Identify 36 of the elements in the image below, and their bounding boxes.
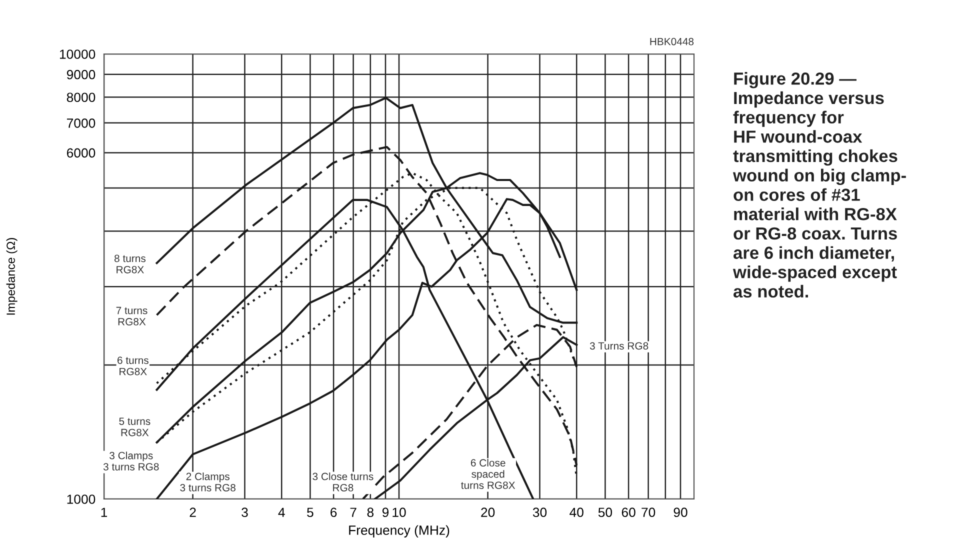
x-tick-label: 6 <box>330 508 337 518</box>
y-tick-label: 8000 <box>66 92 96 102</box>
x-tick-label: 1 <box>101 508 108 517</box>
annotation: 3 Turns RG8 <box>590 342 648 350</box>
x-tick-label: 50 <box>598 508 612 518</box>
annotation: 2 Clamps 3 turns RG8 <box>180 472 236 492</box>
annotation: 5 turns RG8X <box>119 418 150 436</box>
y-tick-label: 7000 <box>66 118 96 128</box>
y-tick-label: 10000 <box>60 50 96 59</box>
x-tick-label: 10 <box>392 508 406 518</box>
x-tick-label: 2 <box>190 508 196 517</box>
y-tick-label: 9000 <box>66 70 96 80</box>
x-tick-label: 5 <box>307 508 314 518</box>
chart-title: Figure 20.29 — Impedance versus frequency for HF wound-coax transmitting chokes wound on big clamp- on cores of #31 material with RG-8X or RG-8 coax. Turns are 6 inch diameter, wide-spaced except as noted. <box>732 72 906 298</box>
x-tick-label: 70 <box>642 508 656 518</box>
annotation: 6 turns RG8X <box>118 356 148 376</box>
text: HBK0448 <box>650 38 694 46</box>
x-tick-label: 20 <box>481 508 495 518</box>
annotation: 6 Close spaced turns RG8X <box>461 458 516 489</box>
x-tick-label: 90 <box>674 508 688 518</box>
y-tick-label: 6000 <box>66 148 96 158</box>
x-tick-label: 40 <box>570 508 584 518</box>
x-tick-label: 8 <box>367 508 374 518</box>
x-tick-label: 30 <box>532 508 547 518</box>
y-tick-label: 1000 <box>67 494 96 504</box>
x-tick-label: 60 <box>622 508 636 518</box>
annotation: 3 Clamps 3 turns RG8 <box>103 452 159 470</box>
x-tick-label: 9 <box>382 508 389 518</box>
x-tick-label: 7 <box>350 508 356 517</box>
annotation: 8 turns RG8X <box>114 254 146 274</box>
x-axis-title: Frequency (MHz) <box>349 525 450 538</box>
annotation: 7 turns RG8X <box>116 306 148 326</box>
annotation: 3 Close turns RG8 <box>312 472 374 492</box>
x-tick-label: 3 <box>242 508 248 518</box>
x-tick-label: 4 <box>278 508 285 517</box>
y-axis-title: Impedance (Ω) <box>6 238 18 315</box>
